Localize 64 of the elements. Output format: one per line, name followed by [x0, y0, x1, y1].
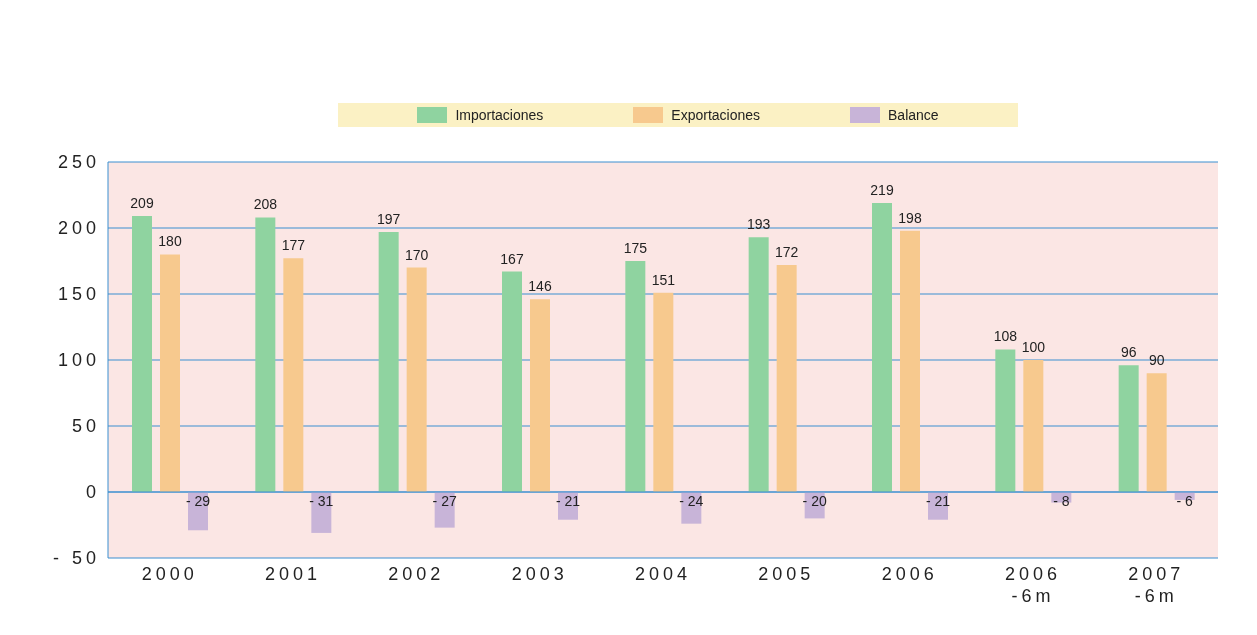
bar: [748, 237, 769, 492]
bar: [1118, 365, 1139, 492]
x-tick-label: 2004: [634, 564, 692, 584]
bar: [1023, 360, 1044, 492]
y-tick-label: 0: [85, 482, 100, 503]
y-tick-label: 150: [57, 284, 100, 305]
x-tick-label: 2006: [881, 564, 938, 584]
data-label: 167: [500, 250, 524, 267]
data-label: 180: [158, 233, 182, 250]
data-label: - 21: [555, 493, 581, 509]
data-label: - 29: [185, 493, 211, 509]
bar: [872, 202, 892, 492]
data-label: 96: [1120, 344, 1137, 361]
data-label: - 24: [679, 493, 704, 509]
y-tick-label: 200: [57, 218, 100, 239]
data-label: 151: [651, 271, 676, 288]
data-label: 208: [253, 196, 278, 213]
bar: [995, 349, 1016, 492]
bar: [406, 267, 427, 492]
data-label: 175: [623, 240, 648, 256]
x-tick-label: 2003: [511, 564, 568, 584]
data-label: 193: [746, 216, 771, 233]
data-label: - 31: [309, 493, 334, 509]
data-label: - 6: [1176, 493, 1194, 509]
bar: [160, 254, 180, 492]
y-tick-label: 50: [71, 416, 100, 437]
data-label: 197: [376, 210, 401, 227]
bar: [502, 271, 522, 492]
data-label: 100: [1021, 339, 1046, 355]
y-tick-label: 250: [57, 152, 100, 173]
y-tick-label: - 50: [52, 548, 100, 569]
x-tick-label: 2000: [141, 564, 198, 584]
x-tick-label: 2002: [388, 564, 445, 584]
data-label: 219: [870, 181, 894, 198]
data-label: 198: [898, 209, 922, 226]
data-label: 146: [528, 278, 552, 295]
data-label: 172: [774, 243, 799, 260]
data-label: - 21: [925, 493, 951, 509]
data-label: 108: [993, 328, 1018, 345]
bar: [378, 231, 399, 492]
bar: [530, 299, 550, 492]
data-label: - 27: [432, 493, 457, 509]
bar: [132, 216, 152, 492]
legend-label: Importaciones: [454, 107, 544, 123]
legend-label: Exportaciones: [670, 107, 761, 123]
bar: [625, 261, 646, 492]
bar: [1146, 373, 1167, 492]
data-label: - 8: [1053, 493, 1070, 509]
legend-label: Balance: [887, 107, 939, 123]
data-label: - 20: [802, 493, 827, 509]
x-tick-label: 2007 -6m: [1128, 564, 1185, 606]
bar: [653, 292, 674, 492]
x-tick-label: 2005: [758, 564, 815, 584]
bar: [283, 258, 304, 492]
x-tick-label: 2006 -6m: [1004, 564, 1062, 606]
x-tick-label: 2001: [264, 564, 322, 584]
data-label: 170: [404, 246, 429, 263]
bar: [776, 264, 797, 492]
data-label: 177: [281, 237, 306, 254]
bar: [900, 230, 920, 492]
y-tick-label: 100: [57, 350, 100, 371]
bar: [255, 217, 276, 492]
data-label: 90: [1148, 352, 1165, 369]
data-label: 209: [130, 195, 154, 212]
